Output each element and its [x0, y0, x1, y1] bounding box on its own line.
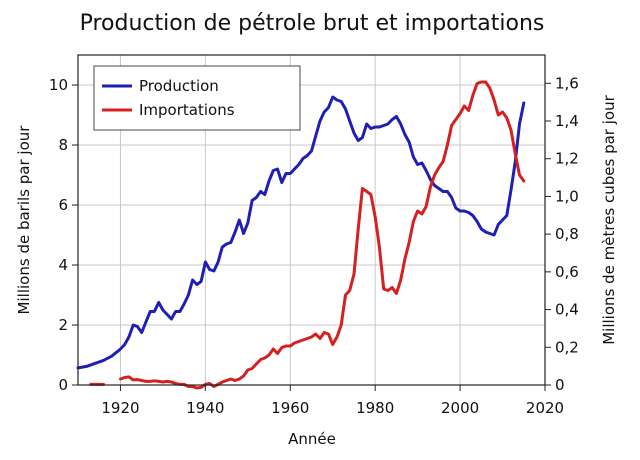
y2-tick-label: 0 — [555, 376, 565, 394]
y2-tick-label: 1,4 — [555, 112, 579, 130]
x-axis-label: Année — [288, 430, 336, 448]
y-tick-label: 0 — [58, 376, 68, 394]
y-tick-label: 8 — [58, 136, 68, 154]
x-tick-label: 1960 — [271, 399, 309, 417]
y2-tick-label: 1,2 — [555, 150, 579, 168]
y-tick-label: 10 — [49, 76, 68, 94]
y2-axis-label: Millions de mètres cubes par jour — [600, 94, 618, 344]
legend-label-importations: Importations — [139, 101, 235, 119]
y2-tick-label: 0,6 — [555, 263, 579, 281]
y2-tick-label: 0,4 — [555, 301, 579, 319]
y-tick-label: 4 — [58, 256, 68, 274]
series-line-importations — [119, 80, 526, 390]
x-tick-label: 2000 — [441, 399, 479, 417]
y2-tick-label: 1,0 — [555, 187, 579, 205]
y-axis-label: Millions de barils par jour — [15, 125, 33, 315]
x-tick-label: 1980 — [356, 399, 394, 417]
x-tick-label: 1940 — [186, 399, 224, 417]
x-tick-label: 1920 — [101, 399, 139, 417]
legend-label-production: Production — [139, 77, 219, 95]
y2-tick-label: 1,6 — [555, 74, 579, 92]
y-tick-label: 2 — [58, 316, 68, 334]
legend-box — [93, 65, 301, 131]
legend: Production Importations — [93, 65, 301, 131]
y-tick-label: 6 — [58, 196, 68, 214]
ticks: 1920 1940 1960 1980 2000 2020 0 2 4 6 8 10 0 0,2 0,4 0,… — [49, 74, 579, 417]
x-tick-label: 2020 — [526, 399, 564, 417]
chart-title: Production de pétrole brut et importatio… — [80, 11, 545, 36]
series-line-production — [76, 95, 526, 370]
y2-tick-label: 0,2 — [555, 338, 579, 356]
y2-tick-label: 0,8 — [555, 225, 579, 243]
plot-frame — [77, 54, 546, 386]
